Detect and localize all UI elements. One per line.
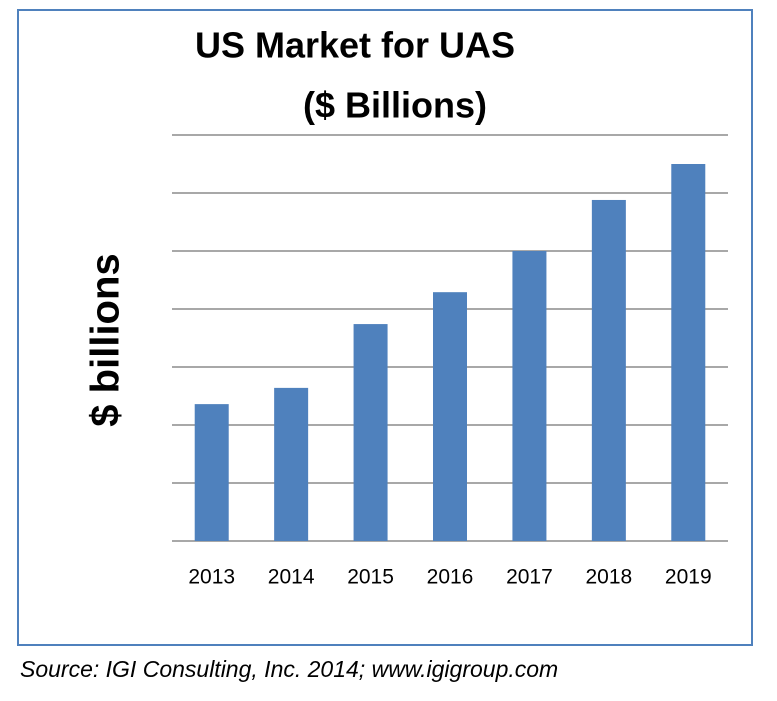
x-tick-label: 2019: [665, 566, 712, 589]
x-tick-label: 2016: [427, 566, 474, 589]
x-tick-label: 2017: [506, 566, 553, 589]
x-tick-label: 2014: [268, 566, 315, 589]
bar: [512, 251, 547, 541]
chart-subtitle: ($ Billions): [303, 85, 487, 126]
bar: [353, 324, 388, 541]
bar: [671, 164, 706, 541]
bar: [591, 199, 626, 541]
bar: [274, 387, 309, 541]
chart-title: US Market for UAS: [195, 25, 515, 66]
bar: [433, 292, 467, 541]
bar: [194, 404, 229, 541]
chart-border: [17, 9, 753, 646]
x-tick-label: 2018: [585, 566, 632, 589]
x-tick-label: 2015: [347, 566, 394, 589]
source-note: Source: IGI Consulting, Inc. 2014; www.i…: [20, 656, 558, 682]
y-axis-label: $ billions: [84, 253, 128, 426]
x-tick-label: 2013: [188, 566, 235, 589]
